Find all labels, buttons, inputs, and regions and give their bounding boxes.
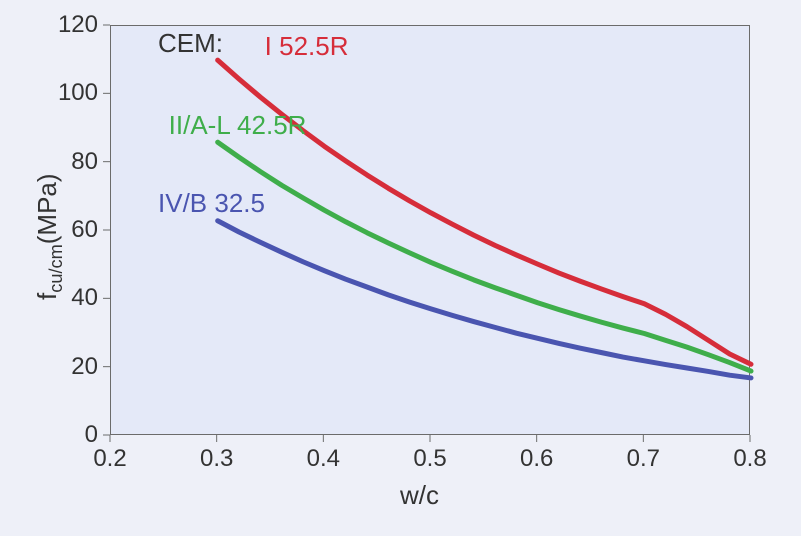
x-tick-label: 0.3: [197, 445, 237, 473]
y-tick-label: 120: [58, 11, 98, 39]
y-tick-label: 80: [71, 148, 98, 176]
y-axis-label-suffix: (MPa): [32, 173, 62, 244]
y-tick-label: 20: [71, 353, 98, 381]
x-tick-label: 0.4: [303, 445, 343, 473]
y-axis-label-sub: cu/cm: [46, 244, 66, 293]
y-tick-label: 60: [71, 216, 98, 244]
x-tick-label: 0.5: [410, 445, 450, 473]
y-tick-label: 0: [85, 421, 98, 449]
x-tick-label: 0.7: [623, 445, 663, 473]
y-tick-label: 40: [71, 284, 98, 312]
x-tick-label: 0.2: [90, 445, 130, 473]
series-label-1: II/A-L 42.5R: [169, 110, 307, 141]
series-label-2: IV/B 32.5: [158, 188, 265, 219]
chart-root: 0.2 0.3 0.4 0.5 0.6 0.7 0.8 0 20 40 60 80 100 120 w/c f…: [0, 0, 801, 536]
y-tick-label: 100: [58, 79, 98, 107]
x-axis-label: w/c: [400, 480, 439, 511]
x-tick-label: 0.8: [730, 445, 770, 473]
x-tick-label: 0.6: [517, 445, 557, 473]
series-label-0: I 52.5R: [265, 31, 349, 62]
legend-header: CEM:: [158, 28, 223, 59]
y-axis-label-prefix: f: [32, 293, 62, 300]
y-axis-label: fcu/cm(MPa): [32, 173, 67, 300]
